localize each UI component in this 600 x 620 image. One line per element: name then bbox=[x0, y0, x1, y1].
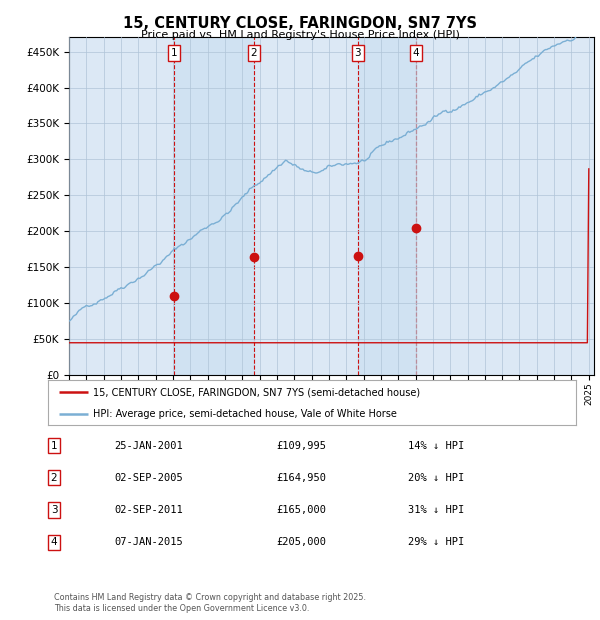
Bar bbox=[358, 37, 416, 375]
Text: HPI: Average price, semi-detached house, Vale of White Horse: HPI: Average price, semi-detached house,… bbox=[93, 409, 397, 420]
Text: 4: 4 bbox=[50, 538, 58, 547]
Text: 02-SEP-2011: 02-SEP-2011 bbox=[114, 505, 183, 515]
Text: 07-JAN-2015: 07-JAN-2015 bbox=[114, 538, 183, 547]
Text: 25-JAN-2001: 25-JAN-2001 bbox=[114, 441, 183, 451]
Text: 1: 1 bbox=[171, 48, 178, 58]
Text: 14% ↓ HPI: 14% ↓ HPI bbox=[408, 441, 464, 451]
Text: 2: 2 bbox=[50, 473, 58, 483]
Text: 15, CENTURY CLOSE, FARINGDON, SN7 7YS (semi-detached house): 15, CENTURY CLOSE, FARINGDON, SN7 7YS (s… bbox=[93, 387, 420, 397]
Text: 02-SEP-2005: 02-SEP-2005 bbox=[114, 473, 183, 483]
Text: 29% ↓ HPI: 29% ↓ HPI bbox=[408, 538, 464, 547]
Text: 2: 2 bbox=[251, 48, 257, 58]
Text: £164,950: £164,950 bbox=[276, 473, 326, 483]
Text: 31% ↓ HPI: 31% ↓ HPI bbox=[408, 505, 464, 515]
Text: 4: 4 bbox=[413, 48, 419, 58]
Text: £165,000: £165,000 bbox=[276, 505, 326, 515]
Text: Price paid vs. HM Land Registry's House Price Index (HPI): Price paid vs. HM Land Registry's House … bbox=[140, 30, 460, 40]
Text: 15, CENTURY CLOSE, FARINGDON, SN7 7YS: 15, CENTURY CLOSE, FARINGDON, SN7 7YS bbox=[123, 16, 477, 31]
Text: Contains HM Land Registry data © Crown copyright and database right 2025.
This d: Contains HM Land Registry data © Crown c… bbox=[54, 593, 366, 613]
Text: 3: 3 bbox=[355, 48, 361, 58]
Bar bbox=[174, 37, 254, 375]
Text: 3: 3 bbox=[50, 505, 58, 515]
Text: 20% ↓ HPI: 20% ↓ HPI bbox=[408, 473, 464, 483]
Text: £205,000: £205,000 bbox=[276, 538, 326, 547]
Text: 1: 1 bbox=[50, 441, 58, 451]
Text: £109,995: £109,995 bbox=[276, 441, 326, 451]
